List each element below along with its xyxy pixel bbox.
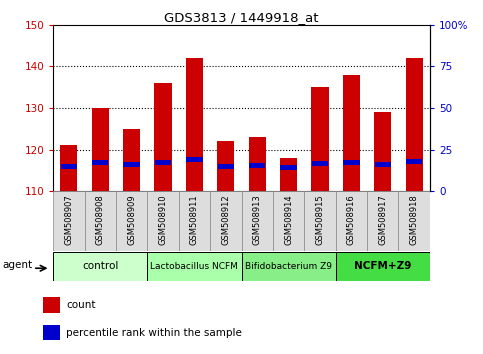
Text: GSM508911: GSM508911 bbox=[190, 194, 199, 245]
Text: control: control bbox=[82, 261, 118, 272]
Bar bbox=[43, 325, 60, 340]
Bar bbox=[218, 164, 234, 169]
Text: NCFM+Z9: NCFM+Z9 bbox=[354, 261, 412, 272]
Text: percentile rank within the sample: percentile rank within the sample bbox=[66, 327, 242, 338]
Bar bbox=[249, 163, 265, 168]
Bar bbox=[280, 158, 297, 191]
Bar bbox=[186, 157, 202, 162]
FancyBboxPatch shape bbox=[304, 191, 336, 251]
Bar bbox=[343, 75, 360, 191]
FancyBboxPatch shape bbox=[116, 191, 147, 251]
Text: Bifidobacterium Z9: Bifidobacterium Z9 bbox=[245, 262, 332, 271]
Text: Lactobacillus NCFM: Lactobacillus NCFM bbox=[151, 262, 238, 271]
Bar bbox=[281, 165, 297, 170]
FancyBboxPatch shape bbox=[398, 191, 430, 251]
Bar bbox=[43, 297, 60, 313]
Text: GSM508907: GSM508907 bbox=[64, 194, 73, 245]
FancyBboxPatch shape bbox=[147, 252, 242, 281]
FancyBboxPatch shape bbox=[210, 191, 242, 251]
Bar bbox=[312, 87, 328, 191]
FancyBboxPatch shape bbox=[147, 191, 179, 251]
Text: GSM508914: GSM508914 bbox=[284, 194, 293, 245]
Text: GSM508909: GSM508909 bbox=[127, 194, 136, 245]
FancyBboxPatch shape bbox=[273, 191, 304, 251]
FancyBboxPatch shape bbox=[242, 191, 273, 251]
FancyBboxPatch shape bbox=[85, 191, 116, 251]
Bar bbox=[186, 58, 203, 191]
Title: GDS3813 / 1449918_at: GDS3813 / 1449918_at bbox=[164, 11, 319, 24]
Text: GSM508917: GSM508917 bbox=[378, 194, 387, 245]
FancyBboxPatch shape bbox=[53, 191, 85, 251]
Bar bbox=[249, 137, 266, 191]
Bar bbox=[123, 129, 140, 191]
Text: GSM508912: GSM508912 bbox=[221, 194, 230, 245]
Bar bbox=[60, 145, 77, 191]
Bar bbox=[406, 58, 423, 191]
Text: count: count bbox=[66, 300, 96, 310]
Bar bbox=[92, 108, 109, 191]
Text: GSM508915: GSM508915 bbox=[315, 194, 325, 245]
Bar bbox=[155, 83, 171, 191]
Bar bbox=[155, 160, 171, 165]
Text: GSM508913: GSM508913 bbox=[253, 194, 262, 245]
FancyBboxPatch shape bbox=[53, 252, 147, 281]
FancyBboxPatch shape bbox=[336, 191, 367, 251]
FancyBboxPatch shape bbox=[336, 252, 430, 281]
Bar bbox=[406, 159, 422, 164]
Text: agent: agent bbox=[3, 259, 33, 269]
Text: GSM508910: GSM508910 bbox=[158, 194, 168, 245]
Bar bbox=[217, 141, 234, 191]
Text: GSM508908: GSM508908 bbox=[96, 194, 105, 245]
Text: GSM508916: GSM508916 bbox=[347, 194, 356, 245]
FancyBboxPatch shape bbox=[179, 191, 210, 251]
Bar bbox=[124, 162, 140, 167]
FancyBboxPatch shape bbox=[367, 191, 398, 251]
Bar bbox=[312, 161, 328, 166]
Bar bbox=[61, 164, 77, 169]
Bar bbox=[92, 160, 108, 165]
Bar bbox=[343, 160, 359, 165]
Bar bbox=[375, 162, 391, 167]
Text: GSM508918: GSM508918 bbox=[410, 194, 419, 245]
FancyBboxPatch shape bbox=[242, 252, 336, 281]
Bar bbox=[374, 112, 391, 191]
